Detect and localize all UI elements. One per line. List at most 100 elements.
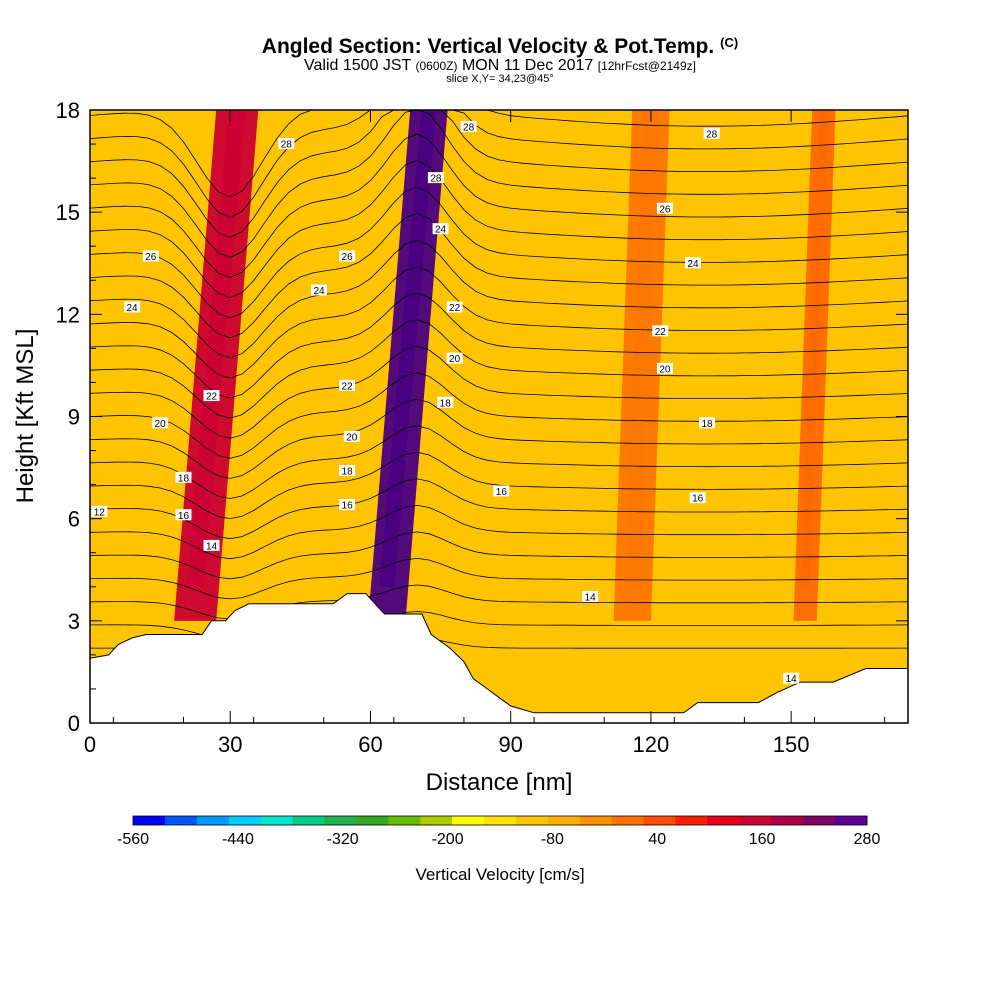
valid-date: MON 11 Dec 2017 bbox=[461, 57, 594, 74]
colorbar-swatch bbox=[739, 816, 772, 825]
isotherm-label: 26 bbox=[342, 252, 354, 263]
isotherm-label: 24 bbox=[313, 286, 325, 297]
x-tick-label: 90 bbox=[498, 732, 522, 757]
slice-info: slice X,Y= 34,23@45° bbox=[446, 73, 554, 85]
colorbar-swatch bbox=[324, 816, 357, 825]
isotherm-label: 28 bbox=[463, 123, 475, 134]
isotherm-line bbox=[90, 186, 908, 319]
velocity-band-core bbox=[624, 110, 659, 587]
isotherm-label-bg bbox=[343, 430, 360, 442]
y-axis: 0 3 6 9 12 15 18 bbox=[56, 98, 908, 736]
velocity-band-core bbox=[186, 110, 246, 587]
isotherm-line bbox=[90, 110, 908, 198]
isotherm-label: 14 bbox=[206, 541, 218, 552]
isotherm-label: 18 bbox=[440, 398, 452, 409]
isotherm-label: 16 bbox=[342, 501, 354, 512]
valid-time-utc: (0600Z) bbox=[415, 59, 458, 73]
y-tick-label: 6 bbox=[68, 507, 80, 532]
x-tick-label: 0 bbox=[84, 732, 96, 757]
velocity-band-core bbox=[800, 110, 829, 587]
isotherm-line bbox=[90, 319, 908, 419]
isotherm-label: 18 bbox=[178, 473, 190, 484]
chart-title: Angled Section: Vertical Velocity & Pot.… bbox=[261, 35, 715, 58]
isotherm-label-bg bbox=[339, 250, 356, 262]
isotherm-label: 22 bbox=[342, 381, 354, 392]
x-axis-title: Distance [nm] bbox=[426, 769, 573, 796]
isotherm-label-bg bbox=[278, 138, 295, 150]
colorbar-tick-label: 280 bbox=[854, 831, 881, 848]
isotherm-label-bg bbox=[203, 539, 220, 551]
isotherm-label: 16 bbox=[692, 494, 704, 505]
colorbar-swatch bbox=[579, 816, 613, 825]
plot-area: 12 14 16 18 20 22 24 26 28 24 26 22 20 18 16 28 28 24 22 20… bbox=[90, 110, 908, 723]
forecast-info: [12hrFcst@2149z] bbox=[597, 59, 696, 73]
colorbar-swatch bbox=[643, 816, 677, 825]
colorbar: -560 -440 -320 -200 -80 40 160 280 bbox=[117, 815, 881, 848]
isotherm-line bbox=[90, 425, 908, 499]
colorbar-swatch bbox=[611, 816, 645, 825]
valid-time: Valid 1500 JST bbox=[304, 57, 412, 74]
colorbar-swatch bbox=[515, 816, 549, 825]
isotherm-label: 28 bbox=[430, 174, 442, 185]
isotherm-label-bg bbox=[652, 325, 669, 337]
isotherm-label-bg bbox=[339, 464, 356, 476]
colorbar-swatch bbox=[803, 816, 836, 825]
x-tick-label: 120 bbox=[633, 732, 670, 757]
isotherm-label-bg bbox=[175, 471, 192, 483]
chart-subtitle: Valid 1500 JST (0600Z) MON 11 Dec 2017 [… bbox=[90, 58, 910, 74]
isotherm-label-bg bbox=[703, 127, 720, 139]
isotherm-label: 14 bbox=[786, 674, 798, 685]
y-tick-label: 0 bbox=[68, 711, 80, 736]
colorbar-tick-label: -200 bbox=[432, 831, 464, 848]
colorbar-swatch bbox=[260, 816, 294, 825]
isotherm-label: 26 bbox=[659, 204, 671, 215]
y-tick-label: 12 bbox=[56, 302, 80, 327]
isotherm-label-bg bbox=[91, 505, 108, 517]
isotherm-line bbox=[90, 531, 908, 580]
isotherm-label-bg bbox=[339, 379, 356, 391]
terrain-mask bbox=[90, 593, 908, 723]
y-tick-label: 9 bbox=[68, 405, 80, 430]
y-tick-label: 18 bbox=[56, 98, 80, 123]
isotherm-label: 18 bbox=[342, 466, 354, 477]
isotherm-label-bg bbox=[339, 499, 356, 511]
colorbar-tick-label: -80 bbox=[541, 831, 564, 848]
isotherm-line bbox=[90, 372, 908, 459]
isotherm-line bbox=[90, 398, 908, 479]
isotherm-label: 14 bbox=[585, 592, 597, 603]
y-tick-label: 15 bbox=[56, 200, 80, 225]
isotherm-label: 26 bbox=[145, 252, 157, 263]
isotherm-lines bbox=[90, 110, 908, 660]
isotherm-label-bg bbox=[446, 352, 463, 364]
x-tick-label: 60 bbox=[358, 732, 382, 757]
colorbar-title: Vertical Velocity [cm/s] bbox=[415, 865, 584, 884]
isotherm-line bbox=[90, 110, 908, 218]
colorbar-swatch bbox=[547, 816, 581, 825]
isotherm-line bbox=[90, 110, 908, 238]
isotherm-line bbox=[90, 239, 908, 359]
colorbar-swatch bbox=[388, 816, 421, 825]
isotherm-label: 28 bbox=[706, 129, 718, 140]
isotherm-line bbox=[90, 345, 908, 439]
isotherm-line bbox=[90, 584, 908, 620]
colorbar-swatch bbox=[228, 816, 262, 825]
x-tick-label: 150 bbox=[773, 732, 810, 757]
colorbar-tick-label: 160 bbox=[749, 831, 776, 848]
colorbar-tick-label: -440 bbox=[222, 831, 254, 848]
y-axis-title: Height [Kft MSL] bbox=[12, 329, 39, 504]
isotherm-line bbox=[90, 478, 908, 540]
isotherm-label-bg bbox=[175, 509, 192, 521]
isotherm-line bbox=[90, 110, 908, 258]
colorbar-swatch bbox=[707, 816, 740, 825]
isotherm-label-bg bbox=[427, 172, 444, 184]
isotherm-label-bg bbox=[656, 362, 673, 374]
colorbar-tick-label: -320 bbox=[327, 831, 359, 848]
isotherm-label-bg bbox=[689, 492, 706, 504]
colorbar-swatch bbox=[164, 816, 198, 825]
isotherm-label: 20 bbox=[449, 354, 461, 365]
colorbar-swatch bbox=[133, 816, 166, 825]
isotherm-label: 28 bbox=[281, 140, 293, 151]
colorbar-swatch bbox=[675, 816, 708, 825]
isotherm-label: 24 bbox=[687, 259, 699, 270]
